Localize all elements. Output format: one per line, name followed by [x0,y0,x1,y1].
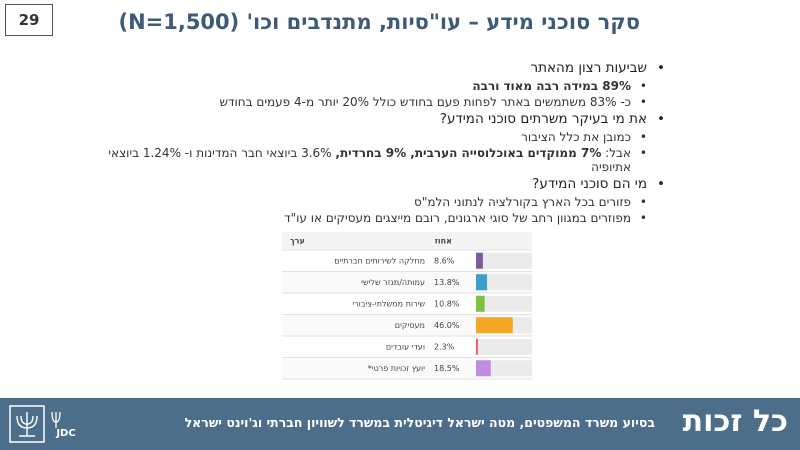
table-header: אחוז [435,237,452,246]
value-label: 10.8% [434,299,460,308]
bar [476,360,491,377]
sub-bullet: 89% במידה רבה מאוד ורבה [105,79,647,93]
row-bg [282,314,532,336]
footer-text: בסיוע משרד המשפטים, מטה ישראל דיגיטלית ב… [184,415,655,430]
menorah [16,412,38,437]
bar-track [476,274,532,291]
bullet: מי הם סוכני המידע? [105,176,665,193]
row-label: עמותה/מגזר שלישי [361,278,425,287]
emblems: JDC [9,405,76,443]
table-header-bg [282,232,532,250]
row-bg [282,357,532,379]
slide-number: 29 [5,4,53,36]
text-segment: כ- 83% משתמשים באתר לפחות פעם בחודש כולל… [219,95,631,109]
text-segment: מפוזרים במגוון רחב של סוגי ארגונים, רובם… [284,211,631,225]
bullet: את מי בעיקר משרתים סוכני המידע? [105,111,665,128]
text-segment: אבל: [601,146,631,160]
row-label: *יועץ זכויות פרטי [368,364,425,373]
text-segment: כמובן את כלל הציבור [521,130,631,144]
bullet: שביעות רצון מהאתר [105,60,665,77]
survey-table: ערך אחוז מחלקה לשירותים חברתיים 8.6% עמותה/מ… [282,232,532,380]
logo: כל זכות [682,404,788,439]
row-label: מעסיקים [395,321,425,330]
row-label: שירות ממשלתי-ציבורי [352,299,425,308]
value-label: 13.8% [434,278,460,287]
bar-track [476,252,532,269]
bar [476,295,485,312]
slide-title: סקר סוכני מידע – עו"סיות, מתנדבים וכו' (… [118,10,640,34]
sub-bullet: כ- 83% משתמשים באתר לפחות פעם בחודש כולל… [105,95,647,109]
text-segment: פזורים בכל הארץ בקורלציה לנתוני הלמ"ס [414,195,631,209]
jdc-menorah [51,411,61,428]
text-segment: 7% ממוקדים באוכלוסייה הערבית, 9% בחרדית, [335,146,602,160]
text-segment: 3.6% ביוצאי חבר המדינות ו- 1.24% ביוצאי … [104,146,631,174]
sub-bullet: אבל: 7% ממוקדים באוכלוסייה הערבית, 9% בח… [105,146,647,174]
text-segment: 89% במידה רבה מאוד ורבה [472,79,631,93]
sub-bullet: כמובן את כלל הציבור [105,130,647,144]
table-header: ערך [290,237,305,246]
footer: JDC בסיוע משרד המשפטים, מטה ישראל דיגיטל… [0,398,800,450]
sub-bullet: מפוזרים במגוון רחב של סוגי ארגונים, רובם… [105,211,647,225]
bullet-list: שביעות רצון מהאתר 89% במידה רבה מאוד ורבה… [105,58,665,225]
bar-track [476,338,532,355]
partner-logo: JDC [55,428,75,439]
bar [476,317,513,334]
bar [476,252,483,269]
bar [476,338,478,355]
value-label: 2.3% [434,342,455,351]
bar-track [476,295,532,312]
row-label: ועדי עובדים [386,342,425,351]
value-label: 8.6% [434,256,455,265]
state-emblem [9,405,45,443]
row-label: מחלקה לשירותים חברתיים [334,256,425,265]
row-bg [282,271,532,293]
bar [476,274,488,291]
value-label: 18.5% [434,364,460,373]
sub-bullet: פזורים בכל הארץ בקורלציה לנתוני הלמ"ס [105,195,647,209]
value-label: 46.0% [434,321,460,330]
